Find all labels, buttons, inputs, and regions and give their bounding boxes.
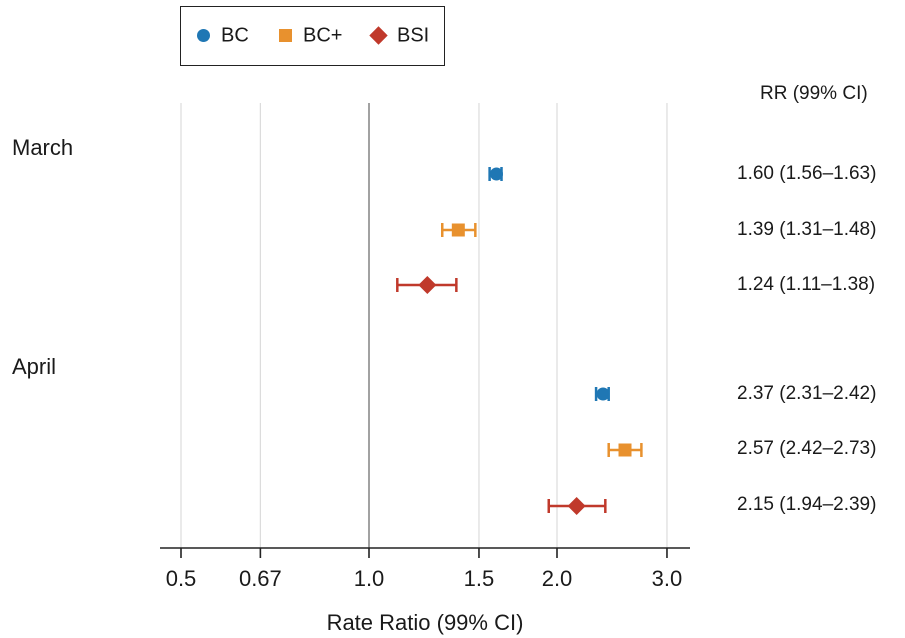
ci-row-april-bc-plus [607, 443, 643, 457]
x-tick-label: 1.5 [464, 566, 495, 591]
x-tick-label: 0.67 [239, 566, 282, 591]
x-axis: 0.5 0.67 1.0 1.5 2.0 3.0 [160, 547, 690, 591]
chart-legend: BC BC+ BSI [180, 6, 445, 66]
ci-row-april-bc [594, 387, 610, 401]
legend-item-bc-plus: BC+ [279, 23, 342, 48]
grid-lines [180, 103, 668, 548]
point-marker-square [618, 443, 632, 457]
legend-label-bc: BC [221, 24, 249, 47]
legend-item-bsi: BSI [364, 23, 429, 48]
group-label-march: March [12, 135, 74, 160]
rr-value-april-bc: 2.37 (2.31–2.42) [737, 383, 877, 404]
data-marks [396, 167, 643, 515]
legend-label-bc-plus: BC+ [303, 24, 343, 47]
point-marker-circle [489, 167, 503, 181]
point-marker-circle [596, 387, 610, 401]
point-marker-square [451, 223, 465, 237]
point-marker-diamond [567, 497, 586, 515]
legend-label-bsi: BSI [397, 24, 430, 47]
rr-value-april-bc-plus: 2.57 (2.42–2.73) [737, 438, 877, 459]
ci-row-march-bc [488, 167, 503, 181]
x-axis-label: Rate Ratio (99% CI) [327, 610, 524, 635]
x-tick-label: 2.0 [542, 566, 573, 591]
ci-row-march-bsi [396, 276, 458, 294]
point-marker-diamond [418, 276, 437, 294]
rr-value-april-bsi: 2.15 (1.94–2.39) [737, 494, 877, 515]
rr-value-march-bc-plus: 1.39 (1.31–1.48) [737, 219, 877, 240]
x-tick-label: 3.0 [652, 566, 683, 591]
ci-row-march-bc-plus [440, 223, 477, 237]
rr-column-header: RR (99% CI) [760, 83, 868, 104]
rr-value-march-bc: 1.60 (1.56–1.63) [737, 163, 877, 184]
legend-square-marker [279, 29, 292, 43]
group-label-april: April [12, 354, 57, 379]
rr-value-march-bsi: 1.24 (1.11–1.38) [737, 274, 876, 295]
x-tick-label: 1.0 [354, 566, 385, 591]
ci-row-april-bsi [547, 497, 607, 515]
x-tick-label: 0.5 [166, 566, 197, 591]
legend-item-bc: BC [197, 23, 249, 48]
legend-circle-marker [197, 29, 210, 43]
